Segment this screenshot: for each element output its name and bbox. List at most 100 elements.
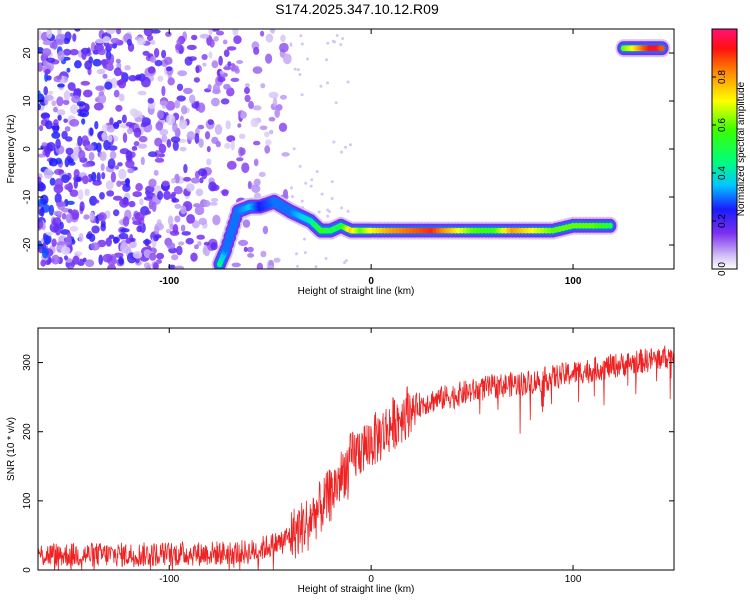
noise-blob: [161, 134, 168, 143]
noise-blob: [63, 48, 72, 56]
noise-blob: [113, 67, 122, 77]
noise-blob: [38, 176, 42, 184]
noise-dot: [300, 93, 304, 97]
noise-blob: [134, 127, 141, 133]
noise-blob: [184, 56, 193, 66]
noise-blob: [268, 91, 279, 99]
noise-blob: [169, 230, 180, 236]
noise-blob: [98, 91, 105, 96]
noise-blob: [119, 71, 125, 77]
y-tick-label: 200: [22, 423, 33, 440]
noise-blob: [226, 160, 237, 170]
noise-blob: [139, 198, 144, 206]
noise-blob: [61, 213, 67, 220]
figure-title: S174.2025.347.10.12.R09: [275, 1, 439, 17]
noise-dot: [333, 40, 336, 44]
noise-blob: [148, 151, 158, 158]
noise-blob: [207, 119, 214, 126]
main-trace-segment: [231, 221, 237, 228]
noise-blob: [52, 210, 63, 216]
snr-panel: -100 0 100 0 100 200 300 Height of straight li…: [6, 327, 675, 595]
noise-blob: [116, 29, 121, 35]
noise-blob: [136, 38, 146, 46]
noise-blob: [42, 40, 53, 46]
noise-blob: [38, 208, 43, 216]
noise-blob: [210, 242, 218, 251]
noise-blob: [79, 201, 85, 212]
noise-blob: [244, 94, 251, 103]
noise-blob: [53, 106, 58, 113]
noise-blob: [41, 247, 49, 259]
noise-blob: [260, 30, 265, 37]
spectrogram-x-axis-label: Height of straight line (km): [298, 286, 415, 297]
noise-blob: [38, 62, 43, 72]
noise-blob: [142, 50, 150, 56]
noise-blob: [195, 188, 204, 197]
noise-blob: [174, 203, 182, 209]
noise-blob: [63, 118, 68, 123]
noise-blob: [256, 262, 264, 269]
noise-dot: [303, 237, 306, 241]
noise-blob: [69, 49, 79, 56]
noise-blob: [154, 59, 163, 67]
noise-blob: [172, 140, 179, 151]
noise-blob: [279, 42, 289, 53]
noise-blob: [166, 114, 176, 126]
noise-blob: [159, 100, 168, 106]
main-trace-segment: [229, 227, 235, 234]
noise-blob: [44, 72, 49, 82]
noise-blob: [181, 105, 188, 115]
noise-blob: [45, 57, 56, 63]
main-trace-segment: [607, 222, 613, 229]
noise-blob: [82, 163, 91, 168]
x-tick-label: 0: [368, 276, 374, 287]
noise-blob: [44, 94, 54, 101]
noise-blob: [44, 234, 50, 246]
y-tick-label: 300: [22, 354, 33, 371]
noise-dot: [326, 41, 330, 45]
noise-blob: [41, 113, 50, 119]
noise-dot: [315, 170, 319, 173]
noise-blob: [159, 128, 169, 136]
y-tick-label: 0: [22, 567, 33, 573]
noise-blob: [206, 146, 211, 153]
noise-blob: [78, 232, 84, 243]
noise-blob: [80, 80, 91, 86]
noise-blob: [280, 94, 287, 100]
noise-blob: [138, 135, 148, 143]
noise-blob: [72, 33, 77, 42]
noise-blob: [174, 99, 181, 109]
noise-blob: [209, 39, 215, 48]
noise-blob: [199, 33, 210, 39]
noise-blob: [98, 254, 103, 266]
noise-blob: [108, 145, 118, 151]
noise-dot: [310, 178, 314, 182]
noise-dot: [330, 180, 334, 184]
noise-blob: [183, 163, 188, 174]
noise-blob: [140, 122, 148, 128]
noise-blob: [196, 234, 205, 240]
noise-blob: [222, 39, 228, 45]
noise-blob: [148, 178, 157, 188]
noise-blob: [224, 142, 231, 149]
noise-blob: [84, 60, 93, 70]
noise-blob: [93, 199, 100, 204]
noise-blob: [250, 117, 259, 128]
snr-y-axis-label: SNR (10 * v/v): [6, 417, 17, 481]
noise-blob: [56, 201, 65, 207]
noise-blob: [38, 90, 41, 100]
noise-blob: [135, 183, 143, 192]
noise-blob: [56, 96, 64, 107]
noise-blob: [133, 141, 140, 147]
noise-blob: [81, 50, 87, 60]
noise-blob: [236, 157, 244, 162]
noise-dot: [300, 42, 304, 46]
noise-blob: [265, 53, 273, 64]
noise-blob: [85, 144, 92, 149]
noise-blob: [69, 92, 75, 97]
noise-blob: [105, 237, 113, 247]
noise-blob: [106, 124, 115, 133]
main-trace-segment: [223, 246, 229, 253]
noise-blob: [208, 51, 213, 59]
noise-blob: [56, 75, 62, 80]
